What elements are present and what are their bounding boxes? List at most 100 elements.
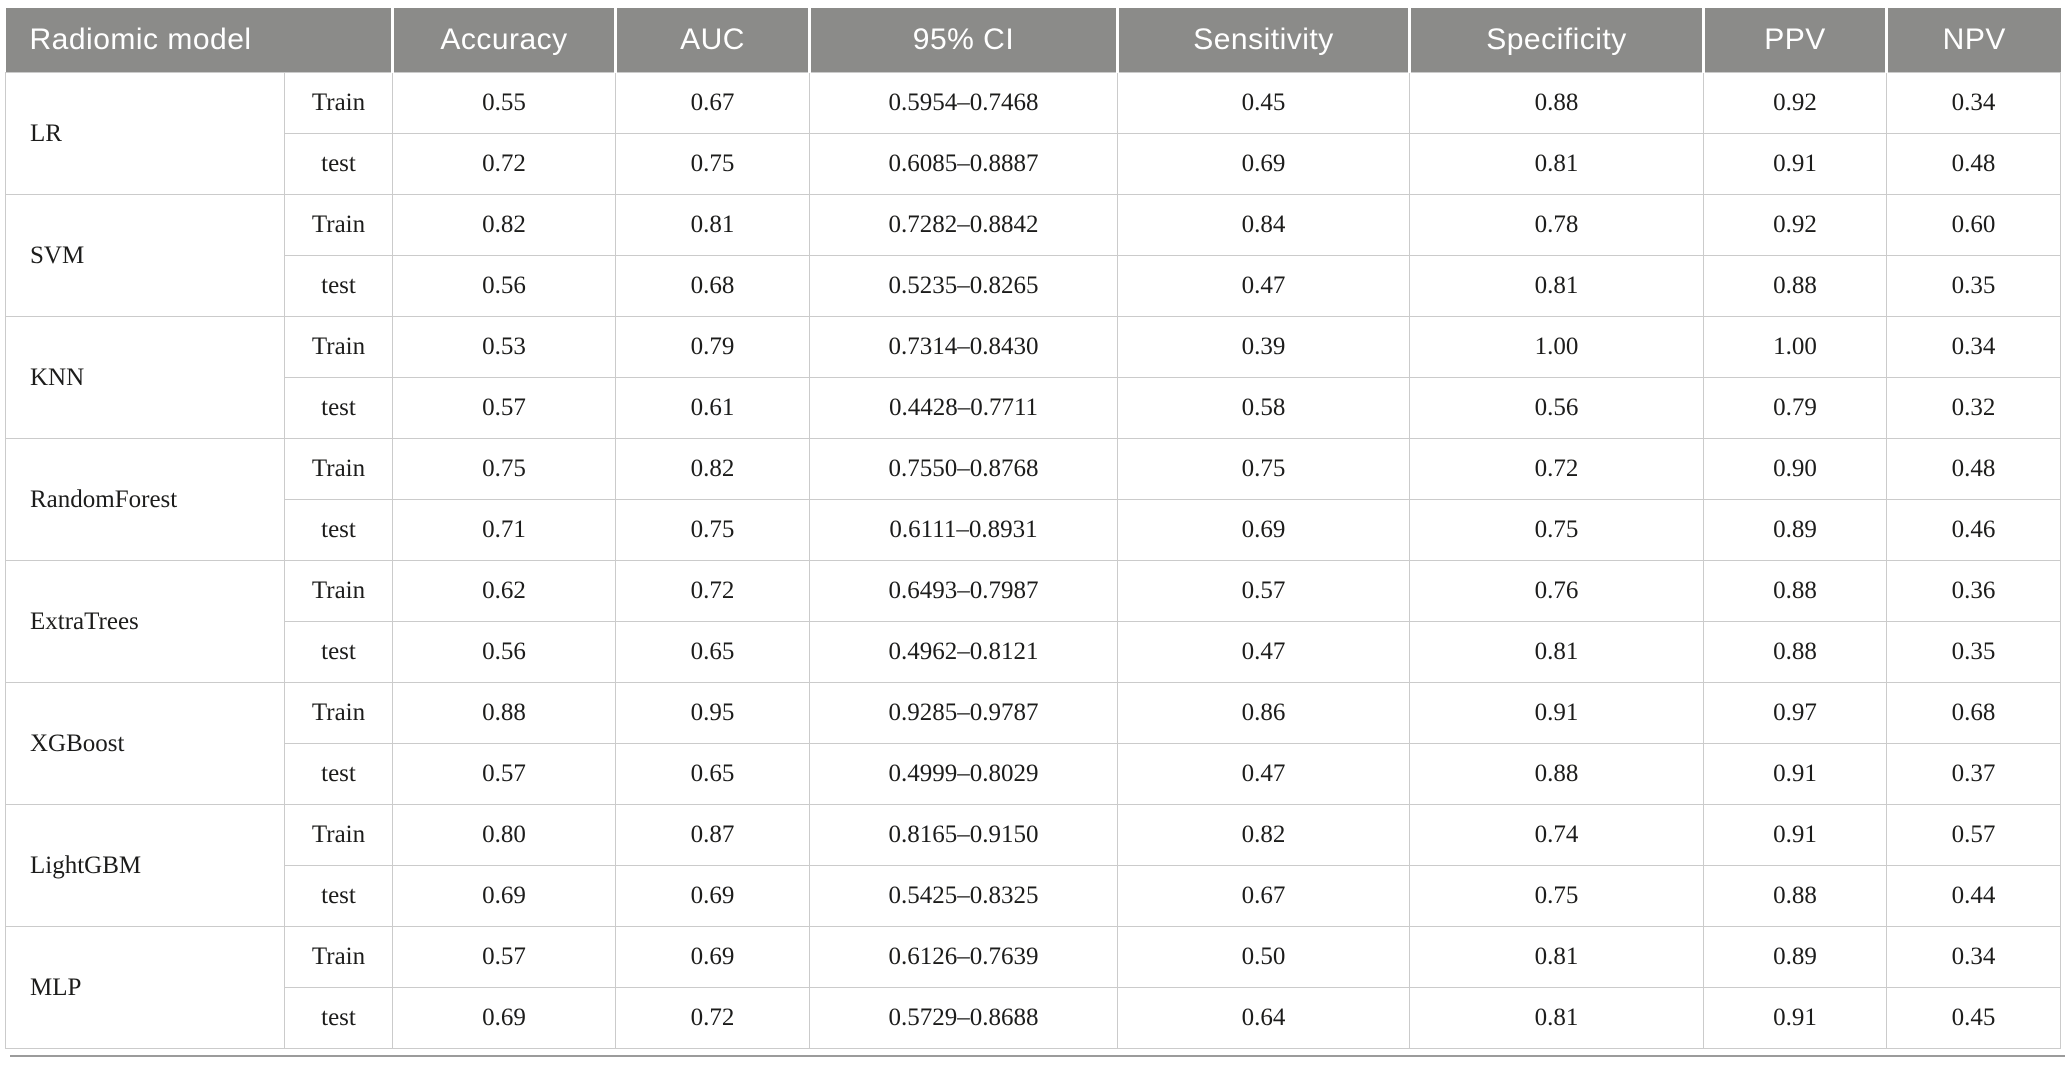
ci-cell: 0.6085–0.8887 xyxy=(809,133,1118,195)
auc-cell: 0.87 xyxy=(615,804,810,866)
radiomic-model-table: Radiomic model Accuracy AUC 95% CI Sensi… xyxy=(5,8,2061,1049)
specificity-cell: 0.88 xyxy=(1409,743,1704,805)
accuracy-cell: 0.57 xyxy=(392,926,616,988)
npv-cell: 0.46 xyxy=(1886,499,2061,561)
specificity-cell: 0.88 xyxy=(1409,72,1704,134)
ci-cell: 0.4962–0.8121 xyxy=(809,621,1118,683)
header-npv: NPV xyxy=(1885,8,2061,73)
npv-cell: 0.57 xyxy=(1886,804,2061,866)
header-sensitivity: Sensitivity xyxy=(1116,8,1410,73)
table-row: SVM Train 0.82 0.81 0.7282–0.8842 0.84 0.78 0.9… xyxy=(5,194,2061,317)
specificity-cell: 0.75 xyxy=(1409,499,1704,561)
ppv-cell: 0.97 xyxy=(1703,682,1887,744)
model-name-cell: RandomForest xyxy=(5,438,285,561)
ppv-cell: 0.88 xyxy=(1703,621,1887,683)
ppv-cell: 0.89 xyxy=(1703,926,1887,988)
npv-cell: 0.32 xyxy=(1886,377,2061,439)
accuracy-cell: 0.80 xyxy=(392,804,616,866)
auc-cell: 0.69 xyxy=(615,865,810,927)
npv-cell: 0.68 xyxy=(1886,682,2061,744)
auc-cell: 0.82 xyxy=(615,438,810,500)
table-row: test 0.57 0.61 0.4428–0.7711 0.58 0.56 0.79 0.3… xyxy=(6,377,2061,439)
accuracy-cell: 0.88 xyxy=(392,682,616,744)
specificity-cell: 0.81 xyxy=(1409,133,1704,195)
table-row: test 0.69 0.69 0.5425–0.8325 0.67 0.75 0.88 0.4… xyxy=(6,865,2061,927)
sensitivity-cell: 0.82 xyxy=(1117,804,1410,866)
table-row: test 0.56 0.68 0.5235–0.8265 0.47 0.81 0.88 0.3… xyxy=(6,255,2061,317)
table-row: KNN Train 0.53 0.79 0.7314–0.8430 0.39 1.00 1.0… xyxy=(5,316,2061,439)
model-name-cell: LR xyxy=(5,72,285,195)
sensitivity-cell: 0.57 xyxy=(1117,560,1410,622)
split-cell: test xyxy=(284,621,393,683)
specificity-cell: 0.81 xyxy=(1409,926,1704,988)
specificity-cell: 0.56 xyxy=(1409,377,1704,439)
header-auc: AUC xyxy=(614,8,810,73)
ppv-cell: 0.92 xyxy=(1703,194,1887,256)
npv-cell: 0.34 xyxy=(1886,72,2061,134)
npv-cell: 0.35 xyxy=(1886,621,2061,683)
split-cell: test xyxy=(284,865,393,927)
header-95ci: 95% CI xyxy=(808,8,1118,73)
table-row: XGBoost Train 0.88 0.95 0.9285–0.9787 0.86 0.9… xyxy=(5,682,2061,805)
split-cell: test xyxy=(284,987,393,1049)
ci-cell: 0.6111–0.8931 xyxy=(809,499,1118,561)
auc-cell: 0.65 xyxy=(615,621,810,683)
accuracy-cell: 0.72 xyxy=(392,133,616,195)
model-name-cell: MLP xyxy=(5,926,285,1049)
specificity-cell: 0.76 xyxy=(1409,560,1704,622)
npv-cell: 0.35 xyxy=(1886,255,2061,317)
accuracy-cell: 0.69 xyxy=(392,987,616,1049)
npv-cell: 0.44 xyxy=(1886,865,2061,927)
table-row: RandomForest Train 0.75 0.82 0.7550–0.8768 0.… xyxy=(5,438,2061,561)
ci-cell: 0.7282–0.8842 xyxy=(809,194,1118,256)
model-name-cell: ExtraTrees xyxy=(5,560,285,683)
accuracy-cell: 0.62 xyxy=(392,560,616,622)
table-header: Radiomic model Accuracy AUC 95% CI Sensi… xyxy=(5,8,2061,73)
accuracy-cell: 0.56 xyxy=(392,621,616,683)
accuracy-cell: 0.53 xyxy=(392,316,616,378)
auc-cell: 0.68 xyxy=(615,255,810,317)
split-cell: test xyxy=(284,499,393,561)
split-cell: Train xyxy=(284,316,393,378)
header-ppv: PPV xyxy=(1702,8,1887,73)
ci-cell: 0.6493–0.7987 xyxy=(809,560,1118,622)
split-cell: test xyxy=(284,743,393,805)
accuracy-cell: 0.82 xyxy=(392,194,616,256)
sensitivity-cell: 0.58 xyxy=(1117,377,1410,439)
sensitivity-cell: 0.47 xyxy=(1117,621,1410,683)
ppv-cell: 0.79 xyxy=(1703,377,1887,439)
specificity-cell: 0.72 xyxy=(1409,438,1704,500)
sensitivity-cell: 0.69 xyxy=(1117,133,1410,195)
ppv-cell: 0.91 xyxy=(1703,987,1887,1049)
split-cell: Train xyxy=(284,682,393,744)
header-radiomic-model: Radiomic model xyxy=(5,8,393,73)
auc-cell: 0.72 xyxy=(615,560,810,622)
table-row: test 0.72 0.75 0.6085–0.8887 0.69 0.81 0.91 0.4… xyxy=(6,133,2061,195)
ci-cell: 0.9285–0.9787 xyxy=(809,682,1118,744)
ci-cell: 0.5425–0.8325 xyxy=(809,865,1118,927)
specificity-cell: 0.74 xyxy=(1409,804,1704,866)
ci-cell: 0.7550–0.8768 xyxy=(809,438,1118,500)
ppv-cell: 0.88 xyxy=(1703,865,1887,927)
sensitivity-cell: 0.50 xyxy=(1117,926,1410,988)
npv-cell: 0.36 xyxy=(1886,560,2061,622)
accuracy-cell: 0.69 xyxy=(392,865,616,927)
ppv-cell: 0.90 xyxy=(1703,438,1887,500)
ppv-cell: 1.00 xyxy=(1703,316,1887,378)
specificity-cell: 0.75 xyxy=(1409,865,1704,927)
split-cell: test xyxy=(284,377,393,439)
table-row: ExtraTrees Train 0.62 0.72 0.6493–0.7987 0.57… xyxy=(5,560,2061,683)
table-row: test 0.69 0.72 0.5729–0.8688 0.64 0.81 0.91 0.4… xyxy=(6,987,2061,1049)
auc-cell: 0.61 xyxy=(615,377,810,439)
model-name-cell: SVM xyxy=(5,194,285,317)
auc-cell: 0.75 xyxy=(615,499,810,561)
specificity-cell: 0.91 xyxy=(1409,682,1704,744)
table-body: LR Train 0.55 0.67 0.5954–0.7468 0.45 0.88 0.92… xyxy=(5,72,2061,1049)
table-row: LightGBM Train 0.80 0.87 0.8165–0.9150 0.82 0.… xyxy=(5,804,2061,927)
header-specificity: Specificity xyxy=(1408,8,1704,73)
split-cell: Train xyxy=(284,72,393,134)
ci-cell: 0.8165–0.9150 xyxy=(809,804,1118,866)
ci-cell: 0.5954–0.7468 xyxy=(809,72,1118,134)
auc-cell: 0.95 xyxy=(615,682,810,744)
